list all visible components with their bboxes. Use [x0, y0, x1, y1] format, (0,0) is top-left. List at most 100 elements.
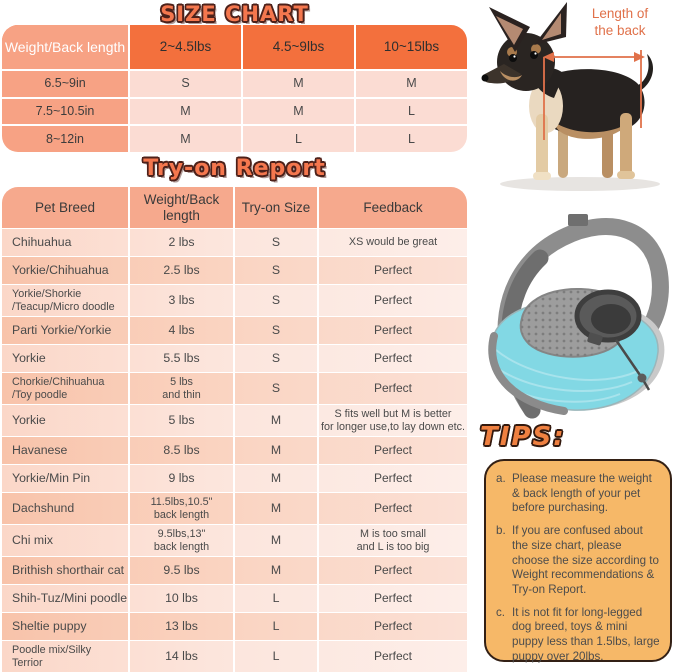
weight-cell: 5 lbs — [130, 405, 235, 436]
size-cell: L — [235, 613, 319, 640]
tips-title: TIPS: — [480, 422, 566, 452]
size-cell: S — [235, 285, 319, 316]
tryon-header-cell: Pet Breed — [2, 187, 130, 228]
size-chart-title: SIZE CHART — [160, 2, 309, 26]
size-chart-header-cell: 4.5~9lbs — [243, 25, 356, 69]
weight-cell: 3 lbs — [130, 285, 235, 316]
size-cell: S — [235, 229, 319, 256]
weight-cell: 9 lbs — [130, 465, 235, 492]
size-cell: M — [130, 126, 243, 152]
size-cell: M — [130, 98, 243, 125]
weight-cell: 5 lbs and thin — [130, 373, 235, 404]
tip-text: If you are confused about the size chart… — [512, 524, 659, 597]
tip-text: Please measure the weight & back length … — [512, 472, 652, 515]
feedback-cell: XS would be great — [348, 236, 438, 249]
feedback-cell: Perfect — [373, 293, 412, 308]
weight-cell: 2 lbs — [130, 229, 235, 256]
measure-arrow-icon — [543, 50, 642, 140]
tip-letter: c. — [496, 605, 506, 619]
size-cell: M — [235, 557, 319, 584]
tip-item: b. If you are confused about the size ch… — [496, 524, 662, 598]
size-cell: M — [235, 405, 319, 436]
tryon-header-cell: Try-on Size — [235, 187, 319, 228]
weight-cell: 11.5lbs,10.5" back length — [130, 493, 235, 524]
tryon-report-title: Try-on Report — [143, 156, 326, 181]
back-length-cell: 6.5~9in — [2, 71, 130, 97]
size-cell: L — [235, 585, 319, 612]
size-cell: S — [235, 373, 319, 404]
tryon-row: Dachshund 11.5lbs,10.5" back length M Pe… — [2, 492, 467, 524]
weight-cell: 8.5 lbs — [130, 437, 235, 464]
size-cell: L — [243, 126, 356, 152]
chihuahua-illustration — [481, 2, 660, 191]
breed-cell: Chihuahua — [2, 229, 130, 256]
tip-text: It is not fit for long-legged dog breed,… — [512, 605, 660, 663]
back-length-cell: 8~12in — [2, 126, 130, 152]
feedback-cell: Perfect — [373, 563, 412, 578]
tryon-row: Yorkie/Shorkie /Teacup/Micro doodle 3 lb… — [2, 284, 467, 316]
size-cell: L — [356, 126, 467, 152]
size-chart-header-cell: Weight/Back length — [2, 25, 130, 69]
breed-cell: Shih-Tuz/Mini poodle — [2, 585, 130, 612]
size-cell: M — [235, 525, 319, 556]
weight-cell: 14 lbs — [130, 641, 235, 672]
breed-cell: Dachshund — [2, 493, 130, 524]
feedback-cell: Perfect — [373, 501, 412, 516]
size-chart-row: 7.5~10.5in M M L — [2, 96, 467, 125]
size-cell: S — [235, 317, 319, 344]
sling-carrier-illustration — [488, 214, 669, 419]
feedback-cell: Perfect — [373, 619, 412, 634]
tryon-row: Parti Yorkie/Yorkie 4 lbs S Perfect — [2, 316, 467, 344]
size-cell: M — [235, 493, 319, 524]
feedback-cell: Perfect — [373, 381, 412, 396]
size-chart-header-cell: 10~15lbs — [383, 39, 440, 55]
feedback-cell: Perfect — [373, 591, 412, 606]
tryon-row: Shih-Tuz/Mini poodle 10 lbs L Perfect — [2, 584, 467, 612]
tryon-row: Yorkie/Chihuahua 2.5 lbs S Perfect — [2, 256, 467, 284]
breed-cell: Chi mix — [2, 525, 130, 556]
tryon-row: Chorkie/Chihuahua /Toy poodle 5 lbs and … — [2, 372, 467, 404]
chihuahua-photo: Length of the back — [470, 0, 679, 198]
tryon-row: Brithish shorthair cat 9.5 lbs M Perfect — [2, 556, 467, 584]
size-chart-row: 6.5~9in S M M — [2, 69, 467, 97]
tip-item: c. It is not fit for long-legged dog bre… — [496, 606, 662, 665]
weight-cell: 9.5lbs,13" back length — [130, 525, 235, 556]
breed-cell: Brithish shorthair cat — [2, 557, 130, 584]
weight-cell: 9.5 lbs — [130, 557, 235, 584]
size-cell: S — [130, 71, 243, 97]
breed-cell: Yorkie — [2, 345, 130, 372]
tryon-header-cell: Feedback — [363, 199, 423, 215]
back-length-cell: 7.5~10.5in — [2, 98, 130, 125]
breed-cell: Poodle mix/Silky Terrior — [2, 641, 130, 672]
tryon-row: Yorkie/Min Pin 9 lbs M Perfect — [2, 464, 467, 492]
breed-cell: Yorkie/Chihuahua — [2, 257, 130, 284]
size-cell: M — [243, 98, 356, 125]
breed-cell: Yorkie/Shorkie /Teacup/Micro doodle — [2, 285, 130, 316]
feedback-cell: Perfect — [373, 323, 412, 338]
size-cell: L — [235, 641, 319, 672]
breed-cell: Havanese — [2, 437, 130, 464]
tryon-header-row: Pet Breed Weight/Back length Try-on Size… — [2, 187, 467, 228]
feedback-cell: Perfect — [373, 471, 412, 486]
size-cell: M — [235, 437, 319, 464]
size-cell: M — [356, 71, 467, 97]
back-length-annotation: Length of the back — [591, 6, 649, 38]
weight-cell: 13 lbs — [130, 613, 235, 640]
weight-cell: 5.5 lbs — [130, 345, 235, 372]
sling-carrier-photo — [470, 198, 679, 422]
feedback-cell: S fits well but M is better for longer u… — [320, 407, 466, 433]
breed-cell: Sheltie puppy — [2, 613, 130, 640]
size-chart-row: 8~12in M L L — [2, 124, 467, 152]
feedback-cell: Perfect — [373, 263, 412, 278]
tryon-row: Yorkie 5 lbs M S fits well but M is bett… — [2, 404, 467, 436]
breed-cell: Chorkie/Chihuahua /Toy poodle — [2, 373, 130, 404]
weight-cell: 2.5 lbs — [130, 257, 235, 284]
feedback-cell: M is too small and L is too big — [356, 527, 430, 553]
weight-cell: 4 lbs — [130, 317, 235, 344]
tryon-row: Yorkie 5.5 lbs S Perfect — [2, 344, 467, 372]
tryon-row: Poodle mix/Silky Terrior 14 lbs L Perfec… — [2, 640, 467, 672]
tryon-row: Chihuahua 2 lbs S XS would be great — [2, 228, 467, 256]
size-cell: S — [235, 257, 319, 284]
tryon-row: Chi mix 9.5lbs,13" back length M M is to… — [2, 524, 467, 556]
size-cell: M — [235, 465, 319, 492]
